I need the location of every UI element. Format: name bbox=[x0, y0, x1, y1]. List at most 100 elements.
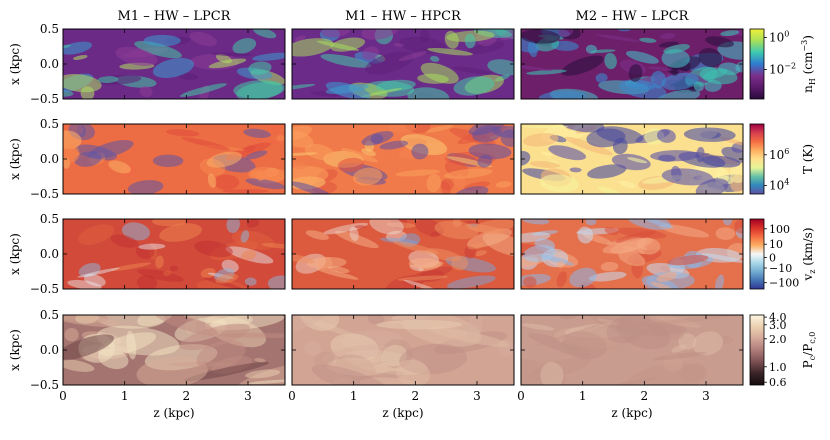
field-structure bbox=[659, 32, 676, 40]
field-structure bbox=[138, 243, 166, 250]
panel-field bbox=[292, 219, 514, 289]
column-title: M1 – HW – HPCR bbox=[345, 9, 462, 24]
field-structure bbox=[655, 89, 701, 99]
field-structure bbox=[558, 29, 574, 38]
panel-r1-c3 bbox=[520, 28, 744, 100]
field-structure bbox=[482, 232, 514, 257]
field-structure bbox=[427, 326, 510, 347]
field-structure bbox=[304, 143, 335, 161]
field-structure bbox=[210, 52, 252, 57]
field-structure bbox=[375, 79, 416, 92]
field-structure bbox=[152, 315, 219, 336]
field-structure bbox=[647, 66, 675, 71]
field-structure bbox=[326, 357, 389, 377]
panel-r3-c1 bbox=[62, 218, 286, 290]
x-tick-label: 0 bbox=[288, 389, 296, 403]
y-tick-label: −0.5 bbox=[30, 282, 59, 296]
field-structure bbox=[108, 160, 131, 174]
colorbar-tick-label: 2.0 bbox=[769, 333, 787, 346]
field-structure bbox=[614, 322, 687, 336]
field-structure bbox=[245, 150, 268, 160]
colorbar-tick-label: 10 bbox=[769, 238, 783, 251]
field-structure bbox=[253, 29, 277, 39]
field-structure bbox=[379, 140, 409, 150]
field-structure bbox=[169, 265, 179, 272]
x-tick-label: 3 bbox=[473, 389, 481, 403]
field-structure bbox=[455, 323, 481, 345]
colorbar-temperature: 106 104 T (K) bbox=[749, 123, 815, 195]
field-structure bbox=[522, 219, 550, 225]
field-structure bbox=[243, 128, 271, 138]
field-structure bbox=[650, 150, 700, 162]
field-structure bbox=[294, 35, 306, 42]
field-structure bbox=[254, 357, 266, 363]
field-structure bbox=[115, 46, 158, 66]
field-structure bbox=[444, 168, 493, 179]
panel-field bbox=[292, 124, 514, 194]
field-structure bbox=[63, 130, 82, 150]
field-structure bbox=[352, 167, 383, 186]
field-structure bbox=[588, 271, 627, 282]
field-structure bbox=[121, 222, 151, 241]
field-structure bbox=[597, 186, 621, 194]
field-structure bbox=[292, 165, 329, 185]
field-structure bbox=[64, 327, 79, 342]
field-structure bbox=[134, 40, 182, 59]
panel-grid bbox=[62, 28, 744, 386]
field-structure bbox=[468, 124, 508, 136]
colorbar-tick-label: −100 bbox=[769, 277, 799, 290]
colorbar-gradient bbox=[749, 28, 765, 100]
x-axis-label: z (kpc) bbox=[611, 406, 652, 420]
field-structure bbox=[362, 46, 379, 60]
field-structure bbox=[340, 148, 378, 163]
field-structure bbox=[615, 230, 657, 243]
field-structure bbox=[392, 241, 440, 255]
panel-r1-c1 bbox=[62, 28, 286, 100]
y-tick-label: −0.5 bbox=[30, 187, 59, 201]
field-structure bbox=[604, 227, 619, 236]
field-structure bbox=[344, 349, 428, 376]
field-structure bbox=[556, 271, 567, 288]
field-structure bbox=[434, 331, 507, 354]
field-structure bbox=[369, 219, 404, 235]
field-structure bbox=[661, 72, 699, 91]
field-structure bbox=[335, 354, 376, 381]
field-structure bbox=[292, 162, 308, 170]
colorbar-cosmic-ray-pressure: 4.03.02.0 1.0 0.6 Pc/Pc,0 bbox=[749, 311, 817, 389]
field-structure bbox=[564, 136, 613, 156]
field-structure bbox=[361, 148, 376, 157]
field-structure bbox=[426, 173, 442, 193]
panel-background bbox=[521, 315, 743, 385]
field-structure bbox=[246, 219, 260, 228]
colorbar-tick-label: 104 bbox=[769, 178, 789, 193]
field-structure bbox=[565, 322, 650, 338]
field-structure bbox=[464, 33, 476, 49]
field-structure bbox=[381, 339, 413, 369]
colorbar-density: 100 10−2 nH (cm−3) bbox=[749, 28, 817, 100]
field-structure bbox=[411, 143, 429, 160]
x-tick-label: 2 bbox=[183, 389, 191, 403]
field-structure bbox=[181, 137, 230, 150]
field-structure bbox=[293, 315, 364, 340]
field-structure bbox=[292, 315, 327, 334]
x-tick-label: 2 bbox=[412, 389, 420, 403]
field-structure bbox=[466, 315, 483, 340]
field-structure bbox=[386, 315, 473, 324]
field-structure bbox=[165, 129, 200, 137]
field-structure bbox=[548, 145, 587, 161]
field-structure bbox=[553, 327, 627, 349]
field-structure bbox=[430, 55, 440, 62]
field-structure bbox=[538, 90, 586, 99]
field-structure bbox=[361, 131, 394, 146]
field-structure bbox=[163, 270, 172, 277]
field-structure bbox=[143, 34, 181, 47]
field-structure bbox=[97, 76, 119, 84]
figure-labels: 0.5 0.0 −0.5 x (kpc) 0.5 0.0 −0.5 x (kpc) 0.5 0.0… bbox=[8, 9, 710, 420]
x-tick-label: 1 bbox=[579, 389, 587, 403]
panel-field bbox=[521, 29, 743, 99]
field-structure bbox=[245, 369, 281, 379]
field-structure bbox=[349, 361, 388, 370]
field-structure bbox=[610, 238, 647, 254]
field-structure bbox=[155, 255, 164, 269]
field-structure bbox=[541, 151, 553, 156]
